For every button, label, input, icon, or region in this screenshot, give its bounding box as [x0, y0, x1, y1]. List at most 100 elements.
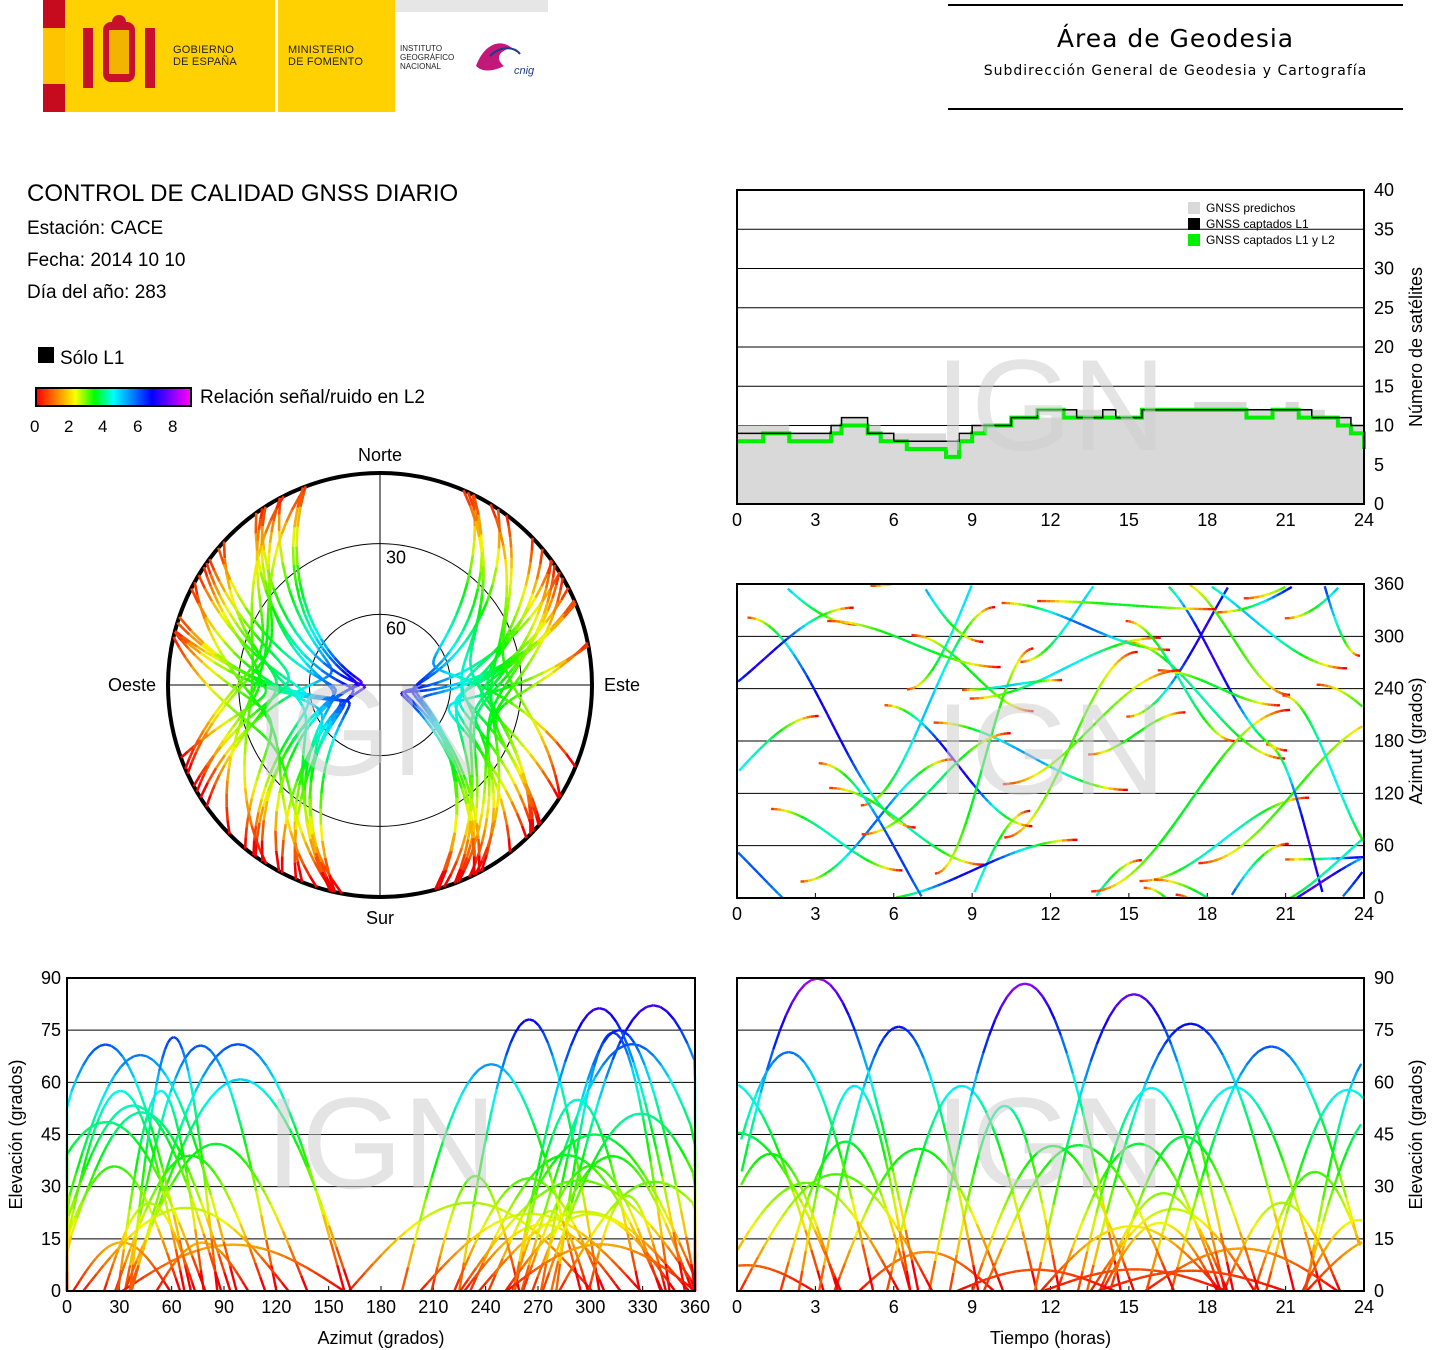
elaz-track — [152, 1059, 161, 1068]
elt-track — [959, 1262, 966, 1268]
azimuth-track — [967, 726, 973, 731]
sky-track — [314, 852, 324, 873]
azimuth-track — [759, 657, 766, 664]
azimuth-track — [942, 771, 949, 777]
elaz-track — [613, 1244, 621, 1248]
elaz-track — [658, 1234, 668, 1247]
elt-track — [942, 1094, 949, 1103]
sky-track — [274, 738, 279, 746]
elaz-track — [174, 1066, 182, 1079]
azimuth-track — [985, 743, 991, 753]
azimuth-track — [1113, 661, 1119, 667]
azimuth-track — [937, 607, 944, 615]
sky-track — [491, 690, 504, 699]
elaz-track — [679, 1190, 687, 1198]
elt-track — [1241, 1101, 1250, 1122]
sky-track — [517, 651, 527, 662]
azimuth-track — [1059, 770, 1066, 775]
elaz-track — [99, 1120, 107, 1125]
elaz-track — [279, 1090, 289, 1109]
elt-track — [930, 1250, 936, 1254]
sky-track — [296, 717, 302, 725]
azimuth-track — [904, 639, 911, 644]
sky-track — [456, 724, 461, 732]
elaz-track — [69, 1217, 79, 1237]
sky-track — [274, 656, 281, 663]
elaz-track — [173, 1035, 178, 1040]
azimuth-track — [1250, 723, 1256, 731]
elaz-track — [168, 1100, 174, 1109]
sky-track — [286, 820, 292, 832]
sky-track — [218, 612, 229, 625]
sky-track — [251, 685, 257, 694]
sky-track — [455, 700, 460, 706]
elaz-track — [628, 1186, 637, 1193]
elaz-track — [152, 1265, 159, 1272]
azimuth-track — [840, 607, 845, 611]
azimuth-track — [1056, 765, 1063, 774]
azimuth-track — [1110, 664, 1116, 671]
elaz-track — [448, 1251, 458, 1261]
sky-track — [224, 693, 232, 701]
sky-track — [460, 737, 465, 747]
elt-track — [810, 1249, 819, 1271]
elaz-track — [546, 1101, 555, 1126]
azimuth-track — [1287, 695, 1291, 699]
elaz-track — [253, 1248, 262, 1258]
azimuth-track — [1026, 659, 1030, 663]
azimuth-track — [1064, 616, 1070, 621]
gobierno-line-1: GOBIERNO — [173, 44, 234, 56]
elaz-track — [261, 1088, 271, 1099]
azimuth-track — [1323, 752, 1328, 760]
elt-track — [1004, 1104, 1009, 1108]
elaz-track — [508, 1074, 517, 1085]
azimuth-track — [1206, 848, 1213, 854]
sky-track — [432, 655, 437, 660]
azimuth-track — [1197, 677, 1201, 681]
sky-track — [516, 692, 522, 701]
sky-track — [469, 635, 475, 645]
sky-track — [551, 564, 556, 579]
elaz-track — [597, 1212, 606, 1217]
elaz-track — [224, 1189, 232, 1201]
azimuth-track — [1165, 714, 1169, 718]
sky-track — [267, 696, 274, 704]
elaz-track — [286, 1107, 296, 1127]
elaz-track — [167, 1140, 176, 1154]
sky-track — [279, 759, 285, 766]
elaz-track — [81, 1270, 88, 1277]
sky-track — [460, 670, 464, 677]
azimuth-track — [1341, 851, 1349, 858]
elaz-track — [597, 1078, 607, 1101]
azimuth-track — [972, 727, 978, 732]
sky-track — [443, 735, 452, 747]
azimuth-track — [1264, 752, 1270, 757]
colorbar-tick-0: 0 — [30, 417, 40, 436]
elt-track — [1081, 1208, 1089, 1223]
elt-track — [1183, 1022, 1191, 1027]
elaz-track — [81, 1055, 90, 1067]
elaz-track — [534, 1178, 541, 1196]
azimuth-track — [1303, 773, 1311, 781]
sky-track — [454, 698, 458, 703]
elaz-track — [463, 1255, 471, 1269]
sky-track — [449, 702, 453, 707]
elaz-track — [89, 1128, 97, 1143]
sky-track — [455, 718, 460, 725]
elaz-track — [650, 1264, 658, 1279]
sky-track — [349, 676, 355, 682]
sky-track — [294, 644, 306, 656]
sky-track — [549, 577, 555, 591]
sky-track — [299, 712, 305, 720]
sky-track — [489, 766, 494, 780]
elaz-track — [651, 1243, 657, 1253]
sky-track — [288, 589, 296, 604]
azimuth-track — [854, 785, 861, 793]
elaz-track — [550, 1255, 558, 1261]
elaz-track — [672, 1136, 681, 1149]
azimuth-track — [1261, 736, 1267, 742]
y-tick-label: 0 — [1374, 494, 1384, 514]
sky-track — [517, 739, 526, 748]
sky-track — [495, 659, 511, 670]
